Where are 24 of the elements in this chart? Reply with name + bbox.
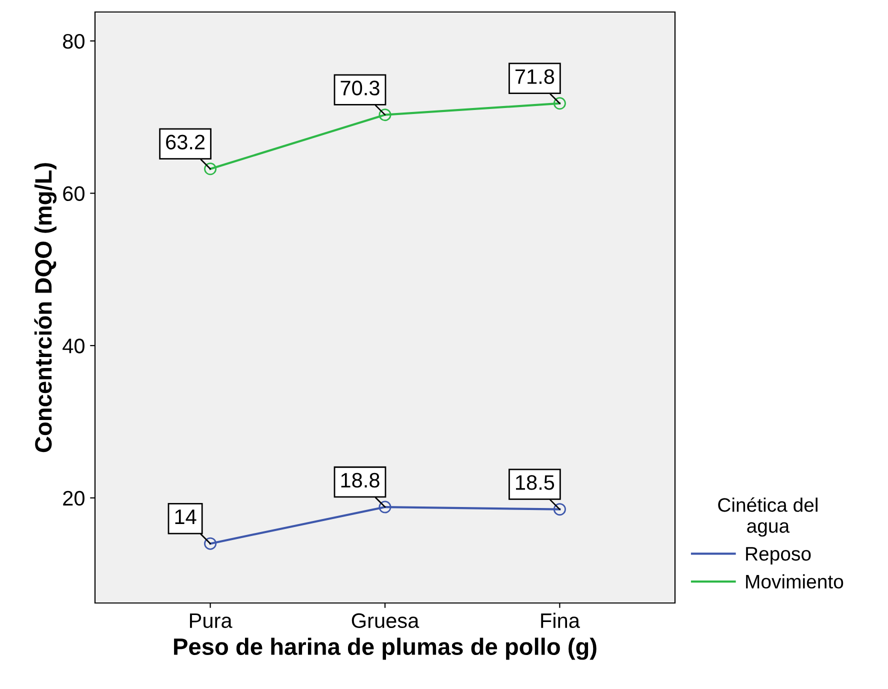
data-label: 63.2 — [166, 134, 205, 150]
point — [204, 537, 217, 550]
x-tick-label: Pura — [190, 613, 232, 628]
x-axis-title: Peso de harina de plumas de pollo (g) — [174, 638, 596, 660]
y-tick-label: 60 — [63, 186, 84, 202]
point — [378, 108, 392, 122]
data-label: 18.5 — [516, 475, 554, 490]
y-tick-label: 40 — [62, 338, 84, 354]
point — [378, 500, 392, 514]
legend-label: Reposo — [746, 547, 811, 565]
legend-title: Cinética del agua — [718, 497, 818, 537]
data-label: 71.8 — [515, 69, 554, 84]
data-label: 14 — [175, 510, 196, 524]
data-label: 70.3 — [340, 80, 380, 96]
y-tick-label: 20 — [63, 490, 84, 506]
point — [553, 503, 566, 516]
y-axis-title: Concentrción DQO (mg/L) — [34, 163, 57, 452]
point — [553, 97, 566, 110]
point — [204, 162, 217, 176]
y-tick-label: 80 — [63, 34, 84, 49]
data-label: 18.8 — [341, 472, 380, 488]
x-tick-label: Gruesa — [352, 613, 420, 628]
x-tick-label: Fina — [541, 612, 580, 628]
legend-label: Movimiento — [746, 574, 844, 589]
